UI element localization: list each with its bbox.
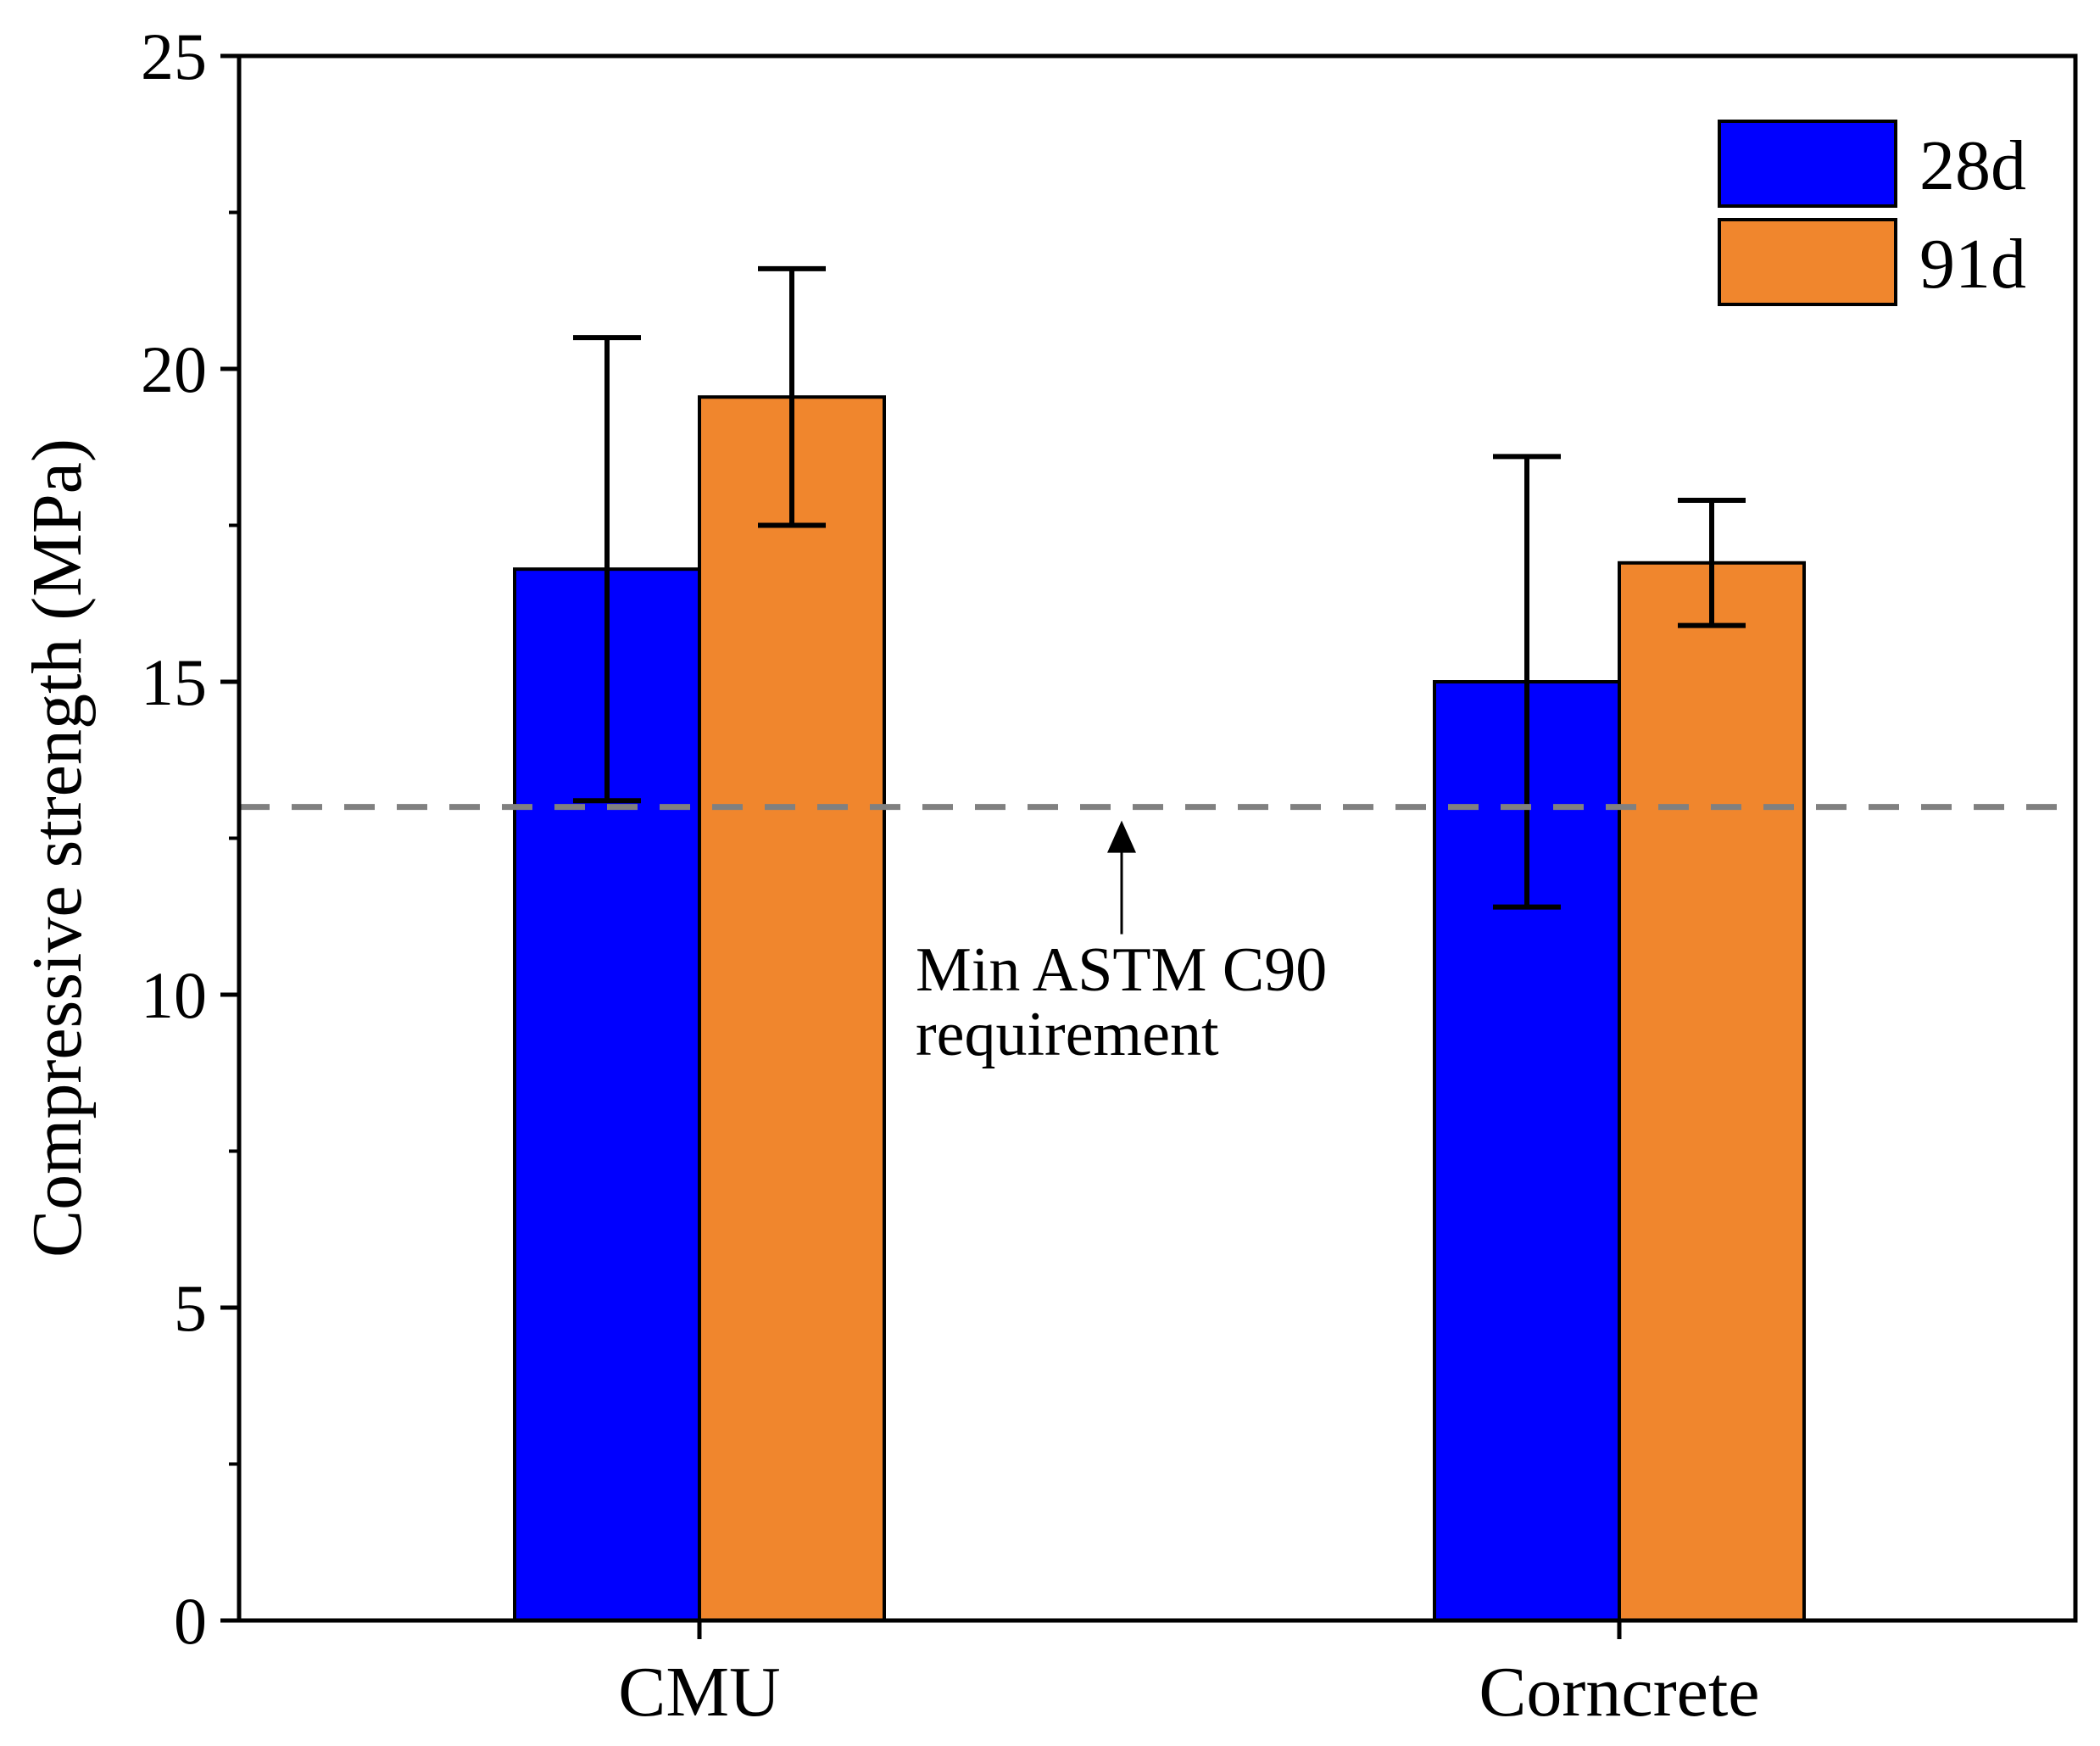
error-bars-group — [573, 265, 1746, 910]
bar-91d-corncrete — [1618, 561, 1806, 1622]
y-tick-label: 0 — [174, 1584, 207, 1658]
y-tick-label: 5 — [174, 1271, 207, 1345]
annotation-arrow-head — [1107, 820, 1136, 853]
error-bar-28d-corncrete — [1493, 454, 1561, 910]
y-tick-label: 20 — [141, 332, 207, 406]
legend-swatch-91d — [1718, 218, 1897, 306]
error-bar-28d-cmu — [573, 335, 641, 804]
legend-swatch-28d — [1718, 120, 1897, 208]
y-tick-label: 15 — [141, 645, 207, 719]
error-bar-91d-cmu — [758, 265, 826, 528]
x-tick-label-cmu: CMU — [618, 1653, 780, 1732]
annotation-text-line-1: Min ASTM C90 — [916, 935, 1327, 1005]
axes-group: 0 5 10 15 20 25 CMU Corncrete — [141, 20, 2078, 1732]
y-tick-label: 25 — [141, 20, 207, 93]
legend-label-91d: 91d — [1919, 225, 2026, 304]
x-tick-label-corncrete: Corncrete — [1479, 1653, 1759, 1732]
bar-91d-cmu — [698, 395, 886, 1623]
legend-label-28d: 28d — [1919, 126, 2026, 205]
y-tick-label: 10 — [141, 958, 207, 1032]
y-axis-title: Compressive strength (MPa) — [18, 438, 97, 1258]
error-bar-91d-corncrete — [1678, 497, 1746, 628]
annotation-text-line-2: requirement — [916, 1000, 1219, 1069]
